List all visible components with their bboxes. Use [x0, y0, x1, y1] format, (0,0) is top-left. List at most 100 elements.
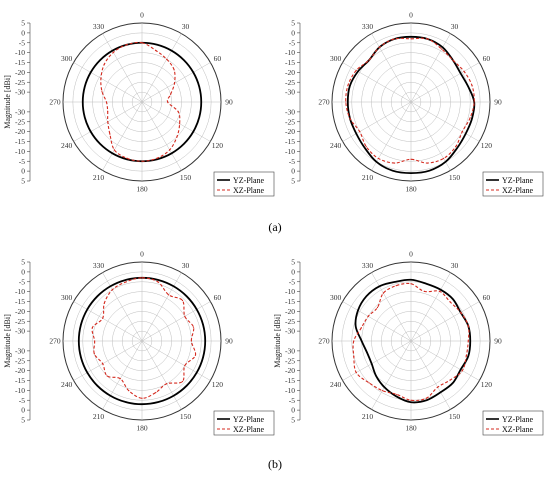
data-point-xz-plane [107, 110, 109, 112]
data-point-yz-plane [99, 59, 101, 61]
radial-tick-label: -30 [15, 327, 25, 336]
grid-spoke [102, 33, 143, 103]
angle-tick-label: 240 [61, 380, 73, 389]
angle-tick-label: 300 [330, 293, 342, 302]
data-point-yz-plane [78, 340, 80, 342]
data-point-yz-plane [357, 309, 359, 311]
data-point-xz-plane [166, 58, 168, 60]
data-point-xz-plane [176, 136, 178, 138]
data-point-yz-plane [460, 72, 462, 74]
legend-label: YZ-Plane [502, 176, 534, 185]
data-point-xz-plane [376, 306, 379, 309]
data-point-yz-plane [395, 395, 397, 397]
figure-label-b: (b) [268, 457, 282, 471]
data-point-xz-plane [192, 326, 195, 328]
grid-spoke [102, 272, 143, 342]
data-point-xz-plane [461, 131, 463, 133]
radial-tick-label: -15 [15, 297, 25, 306]
data-point-xz-plane [455, 146, 457, 148]
data-point-yz-plane [157, 279, 159, 281]
radial-tick-label: -30 [15, 88, 25, 97]
polar-chart-2: 03060901201501802102402703003305500-5-5-… [285, 11, 544, 197]
data-point-xz-plane [355, 372, 357, 374]
grid-spoke [371, 272, 412, 342]
radial-tick-label: -10 [285, 147, 295, 156]
data-point-xz-plane [184, 315, 186, 317]
data-point-yz-plane [183, 143, 185, 145]
angle-tick-label: 330 [362, 22, 374, 31]
data-point-xz-plane [382, 292, 384, 294]
radial-axis-title: Magnitude [dBi] [3, 75, 12, 129]
data-point-yz-plane [394, 281, 396, 283]
angle-tick-label: 30 [182, 261, 190, 270]
data-point-yz-plane [428, 170, 431, 172]
radial-tick-label: -5 [19, 277, 25, 286]
data-point-xz-plane [461, 370, 463, 372]
data-point-yz-plane [82, 101, 84, 103]
radial-tick-label: -30 [15, 346, 25, 355]
angle-tick-label: 240 [330, 141, 342, 150]
data-point-yz-plane [355, 133, 357, 135]
radial-tick-label: 0 [21, 267, 25, 276]
angle-tick-label: 30 [451, 22, 459, 31]
data-point-yz-plane [202, 324, 204, 326]
angle-tick-label: 30 [451, 261, 459, 270]
radial-tick-label: -20 [15, 366, 25, 375]
radial-tick-label: -25 [285, 117, 295, 126]
data-point-xz-plane [377, 157, 380, 160]
data-point-xz-plane [349, 117, 351, 119]
grid-spoke [342, 62, 412, 103]
radial-tick-label: -10 [15, 147, 25, 156]
data-point-yz-plane [467, 86, 469, 88]
data-point-yz-plane [410, 279, 412, 281]
angle-tick-label: 0 [409, 11, 413, 20]
radial-tick-label: -30 [285, 88, 295, 97]
data-point-xz-plane [155, 49, 157, 52]
data-point-xz-plane [105, 101, 108, 103]
data-point-xz-plane [101, 90, 103, 92]
legend-box [482, 171, 544, 197]
data-point-yz-plane [452, 298, 454, 300]
data-point-xz-plane [395, 285, 397, 287]
data-point-xz-plane [473, 101, 475, 103]
polar-chart-3: 03060901201501802102402703003305500-5-5-… [3, 250, 275, 436]
data-point-xz-plane [367, 315, 369, 317]
data-point-yz-plane [442, 46, 444, 48]
data-point-xz-plane [463, 70, 465, 72]
angle-tick-label: 270 [318, 98, 330, 107]
data-point-xz-plane [107, 121, 109, 123]
radial-tick-label: -10 [285, 386, 295, 395]
data-point-xz-plane [355, 69, 357, 71]
angle-tick-label: 90 [494, 98, 502, 107]
angle-tick-label: 300 [61, 54, 73, 63]
data-point-xz-plane [173, 82, 176, 84]
radial-tick-label: 5 [291, 177, 295, 186]
grid-spoke [410, 101, 480, 142]
data-point-yz-plane [196, 372, 198, 374]
grid-spoke [141, 101, 211, 142]
radial-tick-label: -15 [285, 376, 295, 385]
data-point-xz-plane [102, 363, 104, 365]
angle-tick-label: 270 [49, 337, 61, 346]
grid-spoke [342, 340, 412, 381]
data-point-xz-plane [439, 290, 441, 292]
angle-tick-label: 90 [225, 98, 233, 107]
legend-box [213, 171, 275, 197]
radial-tick-label: 5 [21, 258, 25, 267]
grid-spoke [410, 33, 451, 103]
data-point-xz-plane [410, 158, 412, 160]
data-point-yz-plane [171, 152, 173, 154]
data-point-xz-plane [368, 59, 370, 61]
data-point-xz-plane [393, 38, 395, 40]
data-point-xz-plane [126, 157, 128, 159]
angle-tick-label: 120 [212, 380, 224, 389]
radial-tick-label: 0 [291, 406, 295, 415]
data-point-yz-plane [410, 172, 412, 174]
grid-spoke [410, 101, 451, 171]
radial-tick-label: -15 [15, 137, 25, 146]
data-point-yz-plane [196, 308, 198, 310]
data-point-xz-plane [410, 399, 412, 401]
data-point-xz-plane [442, 157, 445, 160]
radial-tick-label: 5 [21, 19, 25, 28]
